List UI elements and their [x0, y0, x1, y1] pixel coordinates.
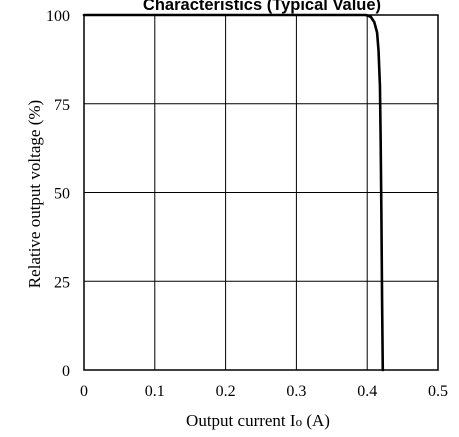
- x-tick-label: 0.5: [428, 383, 448, 400]
- series-line: [82, 13, 385, 372]
- y-tick-label: 50: [54, 186, 70, 203]
- y-tick-label: 100: [46, 8, 70, 25]
- y-tick-label: 75: [54, 97, 70, 114]
- x-tick-label: 0: [80, 383, 88, 400]
- tick-labels: 0 0.1 0.2 0.3 0.4 0.5 0 25 50 75 100: [46, 8, 448, 400]
- y-tick-label: 0: [62, 363, 70, 380]
- x-tick-label: 0.4: [357, 383, 377, 400]
- x-tick-label: 0.1: [145, 383, 165, 400]
- y-axis-label: Relative output voltage (%): [25, 100, 44, 288]
- grid: [84, 15, 438, 370]
- y-tick-label: 25: [54, 274, 70, 291]
- x-axis-label: Output current Io (A): [186, 411, 330, 430]
- x-tick-label: 0.3: [286, 383, 306, 400]
- x-tick-label: 0.2: [216, 383, 236, 400]
- series-group: [82, 13, 385, 372]
- chart-title: Characteristics (Typical Value): [143, 0, 381, 14]
